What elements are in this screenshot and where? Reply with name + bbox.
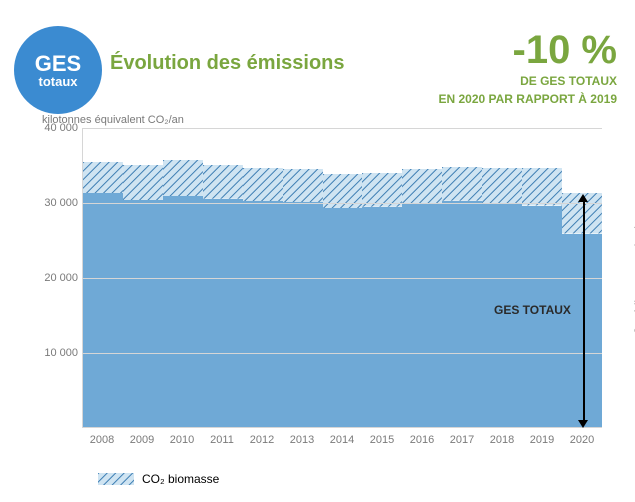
ges-badge: GES totaux xyxy=(14,26,102,114)
gridline xyxy=(82,128,602,129)
xtick-label: 2010 xyxy=(162,434,202,446)
bar-column xyxy=(83,162,123,428)
xtick-label: 2014 xyxy=(322,434,362,446)
bar-segment-biomasse xyxy=(243,168,283,201)
chart: 2008200920102011201220132014201520162017… xyxy=(42,128,602,448)
bar-segment-biomasse xyxy=(123,165,163,200)
bar-column xyxy=(482,168,522,427)
bar-segment-base xyxy=(362,207,402,428)
stat-block: -10 % DE GES TOTAUX EN 2020 PAR RAPPORT … xyxy=(438,30,617,106)
bar-segment-base xyxy=(562,234,602,428)
bar-column xyxy=(402,169,442,427)
bar-segment-base xyxy=(83,193,123,427)
bar-column xyxy=(163,160,203,427)
bar-segment-base xyxy=(243,201,283,428)
chart-title: Évolution des émissions xyxy=(110,52,345,75)
stat-line1: DE GES TOTAUX xyxy=(438,74,617,88)
bar-column xyxy=(362,173,402,427)
bar-segment-base xyxy=(283,202,323,427)
bar-segment-biomasse xyxy=(522,168,562,206)
xtick-label: 2013 xyxy=(282,434,322,446)
bar-segment-biomasse xyxy=(362,173,402,207)
xtick-label: 2009 xyxy=(122,434,162,446)
bar-segment-biomasse xyxy=(402,169,442,204)
bar-segment-base xyxy=(203,199,243,427)
bar-segment-biomasse xyxy=(163,160,203,196)
xtick-label: 2018 xyxy=(482,434,522,446)
ytick-label: 20 000 xyxy=(38,272,78,284)
bar-column xyxy=(442,167,482,427)
xtick-label: 2012 xyxy=(242,434,282,446)
bar-column xyxy=(323,174,363,428)
bar-segment-biomasse xyxy=(283,169,323,202)
gridline xyxy=(82,353,602,354)
legend-swatch xyxy=(98,473,134,485)
bar-segment-biomasse xyxy=(562,193,602,234)
x-axis-labels: 2008200920102011201220132014201520162017… xyxy=(82,434,602,446)
xtick-label: 2011 xyxy=(202,434,242,446)
stat-value: -10 % xyxy=(438,30,617,70)
bar-segment-base xyxy=(442,201,482,428)
ytick-label: 10 000 xyxy=(38,347,78,359)
bar-segment-base xyxy=(123,200,163,427)
annotation-ges-totaux: GES TOTAUX xyxy=(494,303,571,317)
bar-segment-base xyxy=(163,196,203,427)
bar-column xyxy=(522,168,562,427)
legend: CO₂ biomasse xyxy=(98,472,219,486)
xtick-label: 2016 xyxy=(402,434,442,446)
xtick-label: 2015 xyxy=(362,434,402,446)
bar-column xyxy=(283,169,323,427)
xtick-label: 2008 xyxy=(82,434,122,446)
bar-segment-biomasse xyxy=(203,165,243,199)
badge-line1: GES xyxy=(35,52,81,75)
badge-line2: totaux xyxy=(39,75,78,89)
gridline xyxy=(82,203,602,204)
ytick-label: 30 000 xyxy=(38,197,78,209)
bar-column xyxy=(243,168,283,428)
bar-column xyxy=(203,165,243,427)
legend-label: CO₂ biomasse xyxy=(142,472,219,486)
stat-line2: EN 2020 PAR RAPPORT À 2019 xyxy=(438,92,617,106)
xtick-label: 2019 xyxy=(522,434,562,446)
bar-segment-base xyxy=(402,204,442,427)
gridline xyxy=(82,278,602,279)
bar-segment-biomasse xyxy=(482,168,522,203)
xtick-label: 2017 xyxy=(442,434,482,446)
bar-segment-biomasse xyxy=(83,162,123,194)
xtick-label: 2020 xyxy=(562,434,602,446)
ytick-label: 40 000 xyxy=(38,122,78,134)
bar-segment-biomasse xyxy=(442,167,482,201)
bar-segment-base xyxy=(323,208,363,427)
